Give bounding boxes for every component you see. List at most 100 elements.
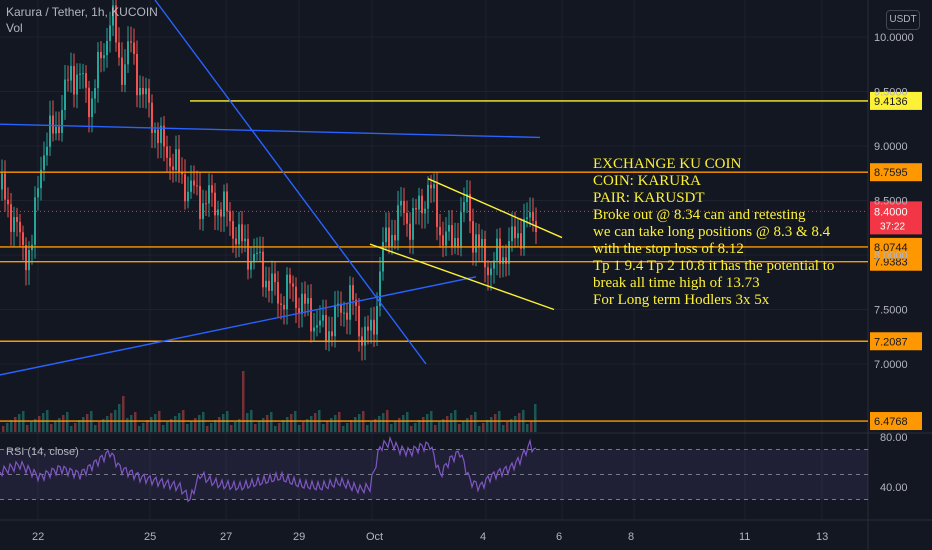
channel-line-top[interactable] — [427, 178, 563, 239]
time-tick-6: 6 — [556, 531, 562, 543]
candle-body — [229, 211, 231, 222]
candle-body — [235, 238, 237, 245]
time-tick-2: 27 — [220, 531, 232, 543]
volume-bar — [210, 423, 213, 432]
note-line-stop: with the stop loss of 8.12 — [593, 241, 744, 257]
volume-bar — [218, 417, 221, 432]
volume-bar — [382, 413, 385, 432]
candle-body — [40, 169, 42, 189]
candle-body — [88, 87, 90, 118]
volume-bar — [134, 412, 137, 432]
volume-bar — [330, 418, 333, 432]
candle-body — [517, 233, 519, 239]
candle-body — [109, 25, 111, 41]
candle-body — [133, 42, 135, 54]
current-price-tag — [870, 201, 922, 235]
candle-body — [352, 285, 354, 300]
candle-body — [286, 274, 288, 310]
candle-body — [337, 303, 339, 305]
candle-body — [214, 192, 216, 216]
volume-bar — [262, 418, 265, 432]
level-tag-2 — [870, 237, 922, 256]
volume-bar — [482, 423, 485, 432]
rsi-line[interactable] — [0, 435, 537, 503]
candle-body — [388, 227, 390, 248]
volume-bar — [358, 414, 361, 432]
volume-bar — [490, 417, 493, 432]
candle-body — [529, 212, 531, 218]
volume-bar — [390, 424, 393, 432]
note-line-hodlers: For Long term Hodlers 3x 5x — [593, 292, 770, 308]
candle-body — [502, 257, 504, 264]
volume-bar — [42, 413, 45, 432]
candle-body — [277, 282, 279, 304]
candle-body — [289, 274, 291, 284]
volume-bar — [150, 417, 153, 432]
level-tag-1 — [870, 163, 922, 182]
volume-bar — [202, 412, 205, 432]
candle-body — [391, 234, 393, 248]
volume-bar — [38, 416, 41, 432]
volume-bar — [278, 423, 281, 432]
level-tag-text-1: 8.7595 — [874, 167, 908, 179]
volume-bar — [326, 421, 329, 432]
candle-body — [484, 238, 486, 268]
volume-bar — [14, 417, 17, 432]
candle-body — [238, 224, 240, 245]
trend-line-lower[interactable] — [0, 276, 477, 376]
volume-bar — [398, 418, 401, 432]
candle-body — [427, 184, 429, 209]
volume-bar — [270, 412, 273, 432]
volume-bar — [258, 421, 261, 432]
candle-body — [259, 251, 261, 253]
volume-bar — [510, 419, 513, 432]
candle-body — [412, 208, 414, 240]
volume-bar — [306, 419, 309, 432]
candle-body — [436, 184, 438, 227]
candle-body — [205, 203, 207, 205]
volume-bar — [166, 422, 169, 432]
volume-bar — [82, 417, 85, 432]
volume-bar — [370, 422, 373, 432]
volume-bar — [350, 420, 353, 432]
candle-body — [382, 242, 384, 272]
volume-bar — [110, 413, 113, 432]
candle-body — [145, 88, 147, 95]
candle-body — [115, 5, 117, 43]
candle-body — [451, 225, 453, 247]
candle-body — [418, 195, 420, 210]
volume-bar — [254, 424, 257, 432]
analysis-note: EXCHANGE KU COIN COIN: KARURA PAIR: KARU… — [593, 156, 834, 309]
candle-body — [25, 245, 27, 271]
time-tick-9: 13 — [816, 531, 828, 543]
volume-bar — [290, 414, 293, 432]
candle-body — [301, 293, 303, 314]
price-tick-2: 9.0000 — [874, 141, 908, 153]
time-tick-4: Oct — [366, 531, 383, 543]
trend-line-upper[interactable] — [0, 123, 541, 139]
volume-bar — [314, 413, 317, 432]
candle-body — [415, 208, 417, 210]
candle-body — [184, 174, 186, 202]
currency-badge[interactable]: USDT — [886, 10, 920, 30]
symbol-title[interactable]: Karura / Tether, 1h, KUCOIN — [6, 5, 158, 19]
candle-body — [271, 273, 273, 291]
candle-body — [1, 173, 3, 190]
volume-bar — [186, 424, 189, 432]
channel-line-bottom[interactable] — [369, 243, 555, 311]
rsi-label[interactable]: RSI (14, close) — [6, 446, 79, 458]
candle-body — [64, 79, 66, 110]
candle-body — [379, 271, 381, 307]
candle-body — [448, 225, 450, 232]
volume-bar — [222, 414, 225, 432]
volume-bar — [230, 425, 233, 432]
volume-bar — [530, 421, 533, 432]
volume-bar — [422, 417, 425, 432]
candle-body — [463, 202, 465, 213]
candle-body — [193, 180, 195, 186]
candle-body — [439, 226, 441, 236]
trend-line-down[interactable] — [154, 0, 427, 365]
time-tick-0: 22 — [32, 531, 44, 543]
volume-bar — [234, 422, 237, 432]
